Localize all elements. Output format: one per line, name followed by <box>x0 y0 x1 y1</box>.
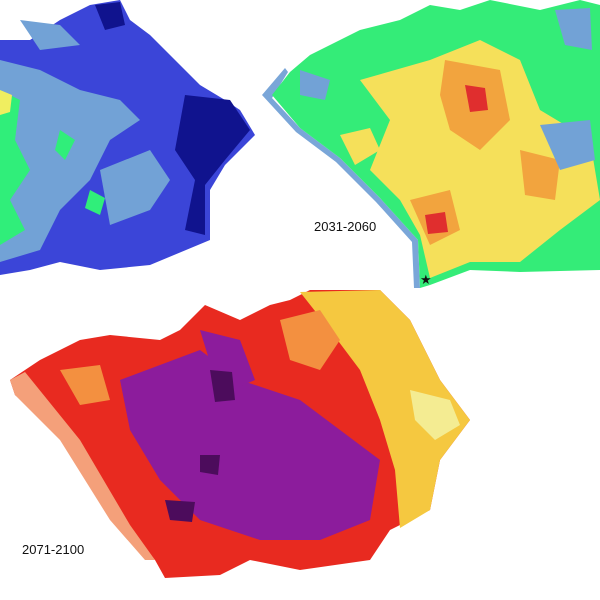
orange-zone <box>520 150 560 200</box>
dark-zone <box>165 500 195 522</box>
period-label: 2031-2060 <box>314 219 376 234</box>
light-zone <box>0 60 140 262</box>
blue-zone <box>540 120 595 170</box>
dark-zone <box>210 370 235 402</box>
green-zone <box>0 90 30 245</box>
dark-zone <box>95 2 125 30</box>
green-zone <box>55 130 75 160</box>
map-baseline <box>0 0 255 275</box>
period-label: 2071-2100 <box>22 542 84 557</box>
yellow-zone <box>300 290 470 528</box>
light-zone <box>100 150 170 225</box>
orange-zone <box>280 310 340 370</box>
dark-zone <box>175 95 250 235</box>
dark-zone <box>200 455 220 475</box>
green-zone <box>85 190 105 215</box>
red-zone <box>425 212 448 234</box>
light-zone <box>20 20 80 50</box>
blue-zone <box>555 8 592 50</box>
blue-zone <box>300 70 330 100</box>
edge-zone <box>10 372 155 560</box>
purple-zone <box>120 350 380 540</box>
yellow-zone <box>0 90 12 115</box>
yellow-zone <box>340 128 380 165</box>
red-zone <box>465 85 488 112</box>
purple-zone <box>200 330 255 395</box>
orange-zone <box>60 365 110 405</box>
marker: ★ <box>420 272 432 287</box>
map-2031-2060: 2031-2060 ★ <box>262 0 600 288</box>
map-2071-2100: 2071-2100 <box>10 290 470 578</box>
light-yellow-zone <box>410 390 460 440</box>
